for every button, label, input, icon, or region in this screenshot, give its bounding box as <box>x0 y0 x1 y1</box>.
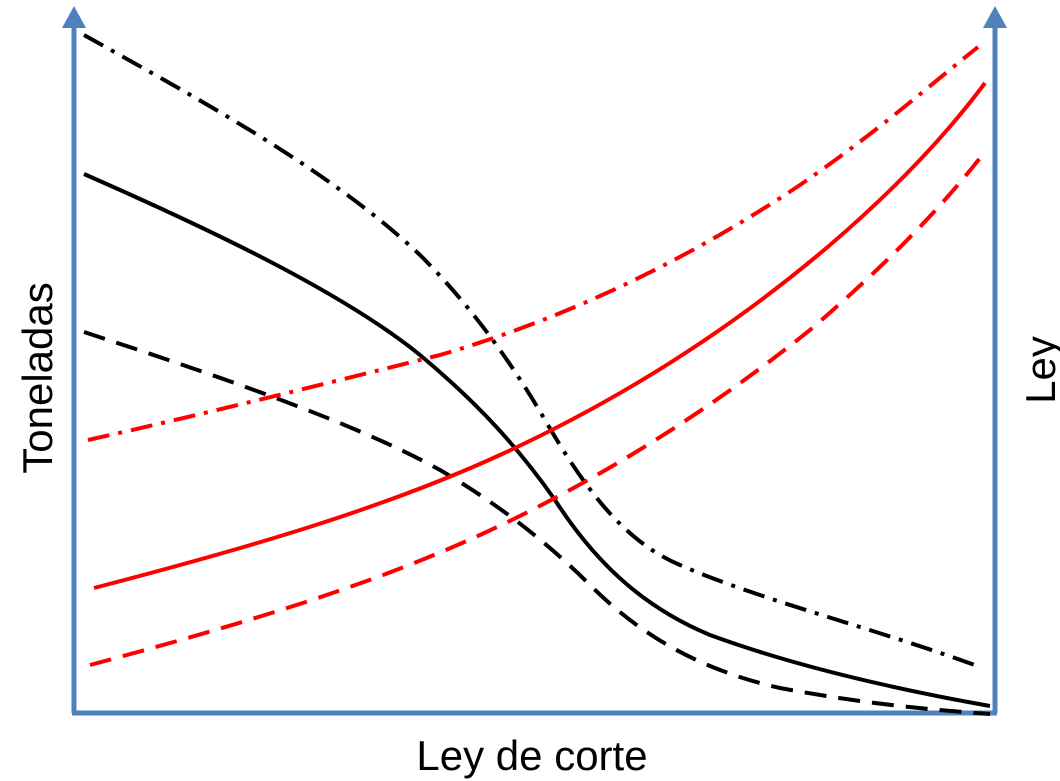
left-axis-arrow <box>62 6 86 28</box>
left-axis-label: Toneladas <box>14 282 61 473</box>
x-axis-label: Ley de corte <box>416 732 647 779</box>
grade-curve-solid <box>94 83 985 588</box>
tonnage-curve-dashed <box>84 332 990 714</box>
right-axis-label: Ley <box>1017 336 1060 404</box>
tonnage-curve-dashdot <box>84 35 980 667</box>
right-axis-arrow <box>983 6 1007 28</box>
grade-curve-dashed <box>90 158 980 665</box>
tonnage-curve-solid <box>84 174 990 706</box>
grade-curve-dashdot <box>88 47 978 440</box>
